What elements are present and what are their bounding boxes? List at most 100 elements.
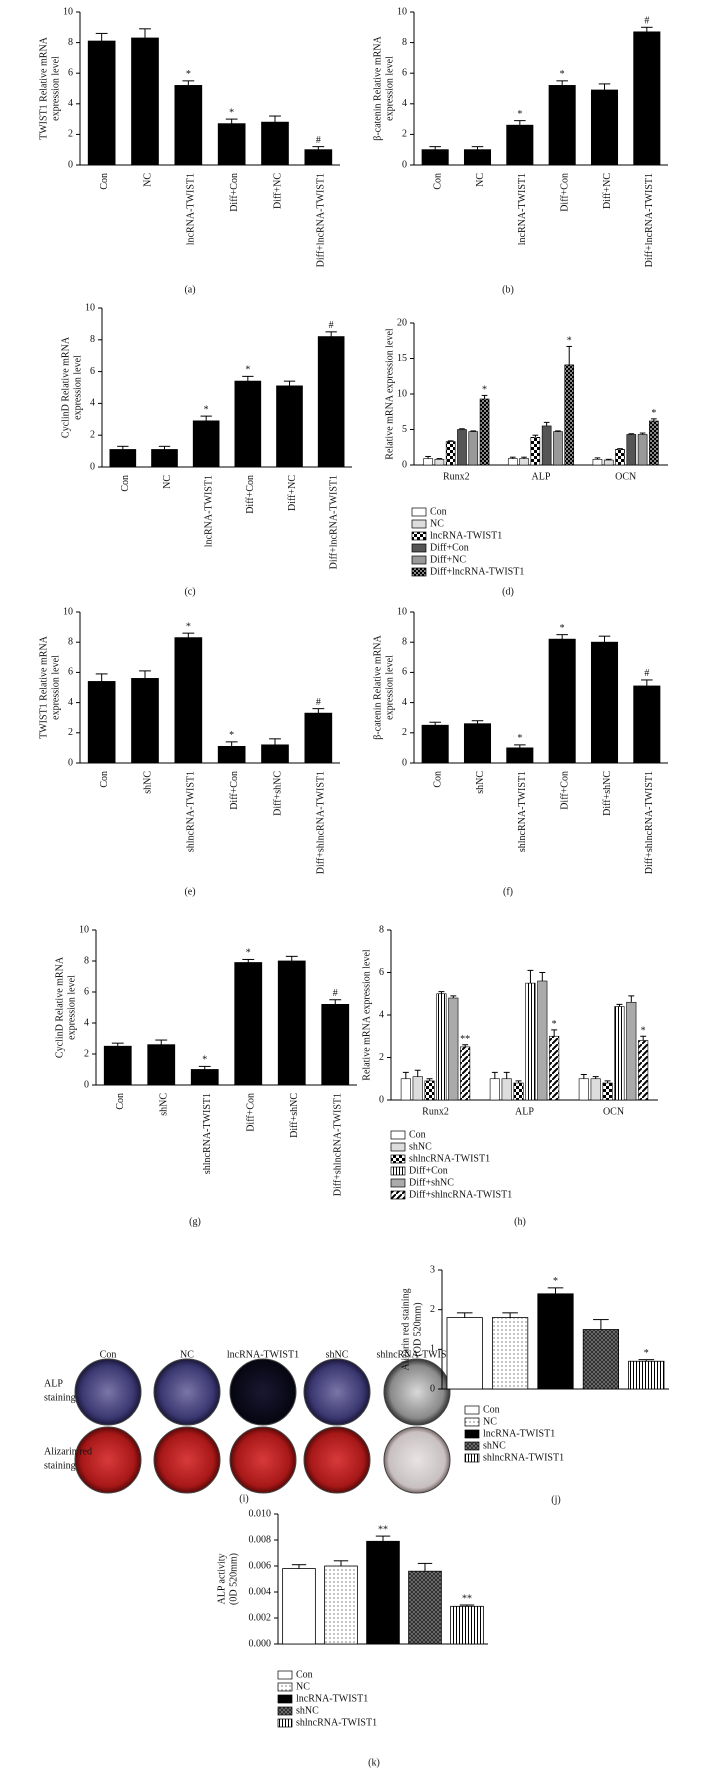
x-tick-label: Con	[120, 475, 131, 492]
legend-swatch	[411, 555, 427, 565]
legend-swatch	[277, 1670, 293, 1680]
bar	[519, 458, 529, 466]
y-axis-label: expression level	[66, 975, 77, 1040]
y-tick-label: 2	[402, 129, 407, 140]
bar	[131, 678, 159, 764]
significance-marker: *	[641, 1026, 646, 1037]
y-tick-label: 6	[84, 986, 89, 997]
legend-swatch	[277, 1694, 293, 1704]
x-tick-label: shlncRNA-TWIST1	[202, 1093, 213, 1174]
y-tick-label: 0	[379, 1094, 384, 1105]
significance-marker: #	[644, 668, 649, 679]
legend-label: shNC	[296, 1705, 319, 1716]
x-tick-label: Diff+Con	[559, 771, 570, 810]
x-tick-label: lncRNA-TWIST1	[517, 173, 528, 245]
well-photo	[383, 1426, 451, 1494]
legend-label: Diff+Con	[430, 542, 469, 553]
y-tick-label: 2	[68, 129, 73, 140]
y-axis-label: β-catenin Relative mRNA	[372, 35, 383, 140]
x-tick-label: Diff+Con	[245, 475, 256, 514]
legend-swatch	[411, 567, 427, 577]
y-axis-label: TWIST1 Relative mRNA	[38, 36, 49, 140]
bar	[408, 1570, 442, 1645]
bar	[537, 1293, 574, 1390]
x-tick-label: shNC	[159, 1093, 170, 1116]
bar	[277, 960, 306, 1086]
legend-label: shlncRNA-TWIST1	[296, 1717, 377, 1728]
well-photo	[383, 1358, 451, 1426]
x-tick-label: NC	[162, 475, 173, 489]
legend-swatch	[390, 1190, 406, 1200]
panel-label: (i)	[239, 1493, 248, 1504]
legend-label: lncRNA-TWIST1	[296, 1693, 368, 1704]
significance-marker: #	[329, 320, 334, 331]
y-tick-label: 10	[63, 6, 73, 17]
panel-label: (h)	[514, 1216, 526, 1227]
y-tick-label: 10	[85, 302, 95, 313]
y-tick-label: 0.008	[249, 1534, 272, 1545]
row-label: ALP	[44, 1378, 63, 1389]
bar	[424, 1080, 435, 1101]
significance-marker: *	[204, 404, 209, 415]
significance-marker: **	[462, 1593, 472, 1604]
bar	[637, 434, 648, 466]
well-photo	[229, 1426, 297, 1494]
legend-label: Diff+Con	[409, 1165, 448, 1176]
y-tick-label: 5	[402, 424, 407, 435]
bar	[530, 437, 541, 466]
x-tick-label: shNC	[142, 771, 153, 794]
well-photo	[303, 1426, 371, 1494]
y-tick-label: 0.006	[249, 1560, 272, 1571]
bar	[412, 1076, 423, 1101]
legend-label: shNC	[409, 1141, 432, 1152]
legend-swatch	[277, 1706, 293, 1716]
y-tick-label: 8	[90, 334, 95, 345]
bar	[448, 997, 459, 1101]
x-tick-label: Con	[99, 173, 110, 190]
bar	[421, 724, 449, 764]
bar	[421, 149, 449, 166]
y-tick-label: 0	[430, 1383, 435, 1394]
bar	[436, 993, 447, 1101]
y-tick-label: 0	[90, 461, 95, 472]
significance-marker: *	[186, 69, 191, 80]
significance-marker: *	[517, 733, 522, 744]
bar	[434, 459, 445, 466]
bar	[282, 1568, 316, 1645]
legend-label: lncRNA-TWIST1	[430, 530, 502, 541]
panel-label: (e)	[184, 886, 195, 897]
bar	[151, 449, 178, 468]
bar	[479, 398, 490, 466]
legend-label: Diff+NC	[430, 554, 466, 565]
bar	[564, 364, 575, 466]
legend-label: shlncRNA-TWIST1	[409, 1153, 490, 1164]
bar	[192, 420, 220, 468]
legend-label: Diff+lncRNA-TWIST1	[430, 566, 524, 577]
bar	[590, 89, 619, 166]
significance-marker: **	[378, 1524, 388, 1535]
bar	[400, 1078, 411, 1101]
bar	[578, 1078, 589, 1101]
bar	[513, 1082, 524, 1101]
significance-marker: #	[644, 16, 649, 27]
bar	[590, 1078, 601, 1101]
x-tick-label: Diff+NC	[272, 173, 283, 209]
significance-marker: *	[229, 107, 234, 118]
y-tick-label: 0.000	[249, 1638, 272, 1649]
legend-label: shNC	[483, 1440, 506, 1451]
bar	[304, 712, 333, 764]
panel-label: (d)	[502, 586, 514, 597]
significance-marker: *	[246, 948, 251, 959]
significance-marker: *	[202, 1055, 207, 1066]
bar	[468, 431, 479, 466]
panel-label: (c)	[184, 586, 195, 597]
bar	[450, 1605, 484, 1645]
bar	[234, 962, 263, 1086]
well-photo	[303, 1358, 371, 1426]
legend-swatch	[411, 507, 427, 517]
legend-label: Con	[409, 1129, 426, 1140]
y-axis-label: TWIST1 Relative mRNA	[38, 635, 49, 739]
legend-label: Diff+shlncRNA-TWIST1	[409, 1189, 512, 1200]
legend-swatch	[411, 543, 427, 553]
y-axis-label: (OD 520mm)	[412, 1302, 423, 1356]
